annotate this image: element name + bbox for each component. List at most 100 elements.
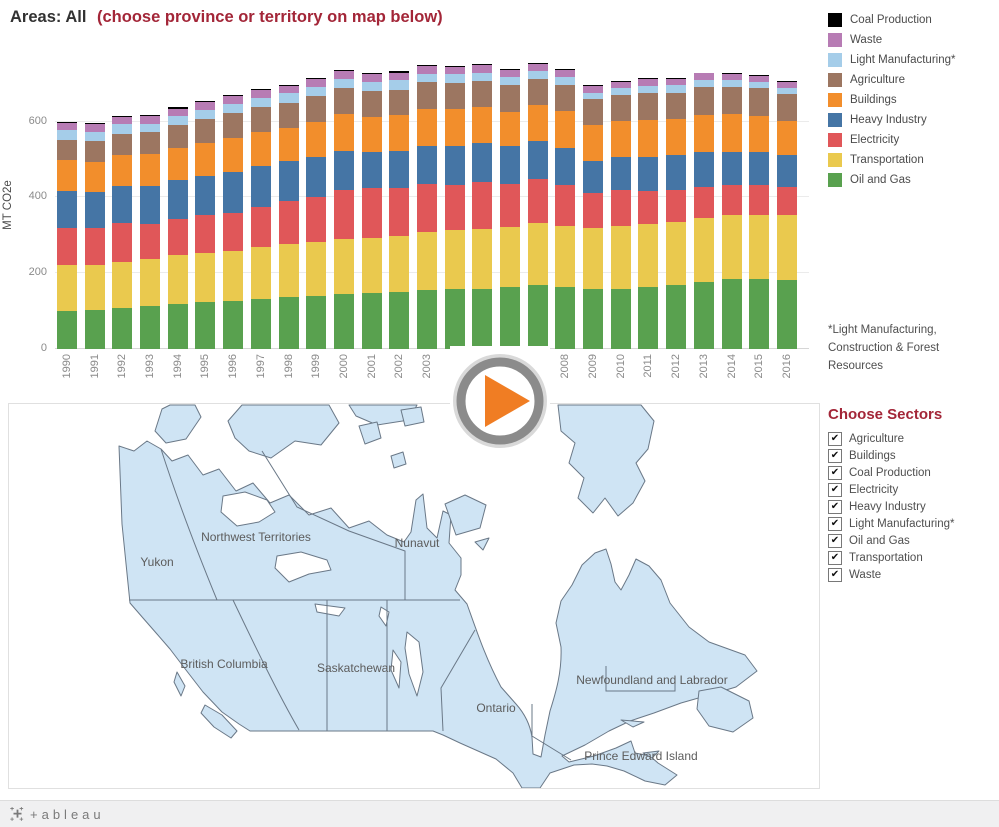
bar-2013[interactable]: 2013	[693, 72, 714, 378]
bar-2014[interactable]: 2014	[721, 73, 742, 378]
bar-segment[interactable]	[444, 289, 465, 349]
bar-segment[interactable]	[389, 115, 410, 151]
bar-segment[interactable]	[527, 62, 548, 64]
bar-segment[interactable]	[195, 252, 216, 303]
bar-segment[interactable]	[333, 189, 354, 239]
bar-segment[interactable]	[472, 289, 493, 349]
bar-segment[interactable]	[223, 213, 244, 251]
bar-segment[interactable]	[250, 97, 271, 107]
bar-segment[interactable]	[112, 116, 133, 118]
bar-segment[interactable]	[444, 185, 465, 230]
bar-segment[interactable]	[666, 221, 687, 285]
bar-segment[interactable]	[583, 84, 604, 86]
bar-segment[interactable]	[527, 105, 548, 142]
bar-segment[interactable]	[527, 222, 548, 286]
bar-segment[interactable]	[306, 241, 327, 297]
bar-segment[interactable]	[112, 124, 133, 134]
bar-segment[interactable]	[361, 73, 382, 75]
bar-segment[interactable]	[721, 151, 742, 186]
legend-item[interactable]: Waste	[828, 30, 998, 50]
bar-segment[interactable]	[333, 293, 354, 349]
bar-segment[interactable]	[278, 85, 299, 94]
bar-segment[interactable]	[333, 71, 354, 79]
bar-segment[interactable]	[306, 122, 327, 157]
checkbox[interactable]: ✔	[828, 550, 842, 565]
bar-segment[interactable]	[195, 109, 216, 119]
bar-segment[interactable]	[472, 72, 493, 81]
bar-segment[interactable]	[749, 152, 770, 185]
bar-segment[interactable]	[195, 100, 216, 103]
bar-segment[interactable]	[527, 63, 548, 71]
play-animation-button[interactable]	[450, 346, 550, 455]
bar-segment[interactable]	[306, 197, 327, 242]
bar-2001[interactable]: 2001	[361, 73, 382, 378]
bar-segment[interactable]	[195, 302, 216, 349]
bar-1992[interactable]: 1992	[112, 116, 133, 378]
bar-segment[interactable]	[361, 237, 382, 293]
bar-segment[interactable]	[223, 172, 244, 214]
bar-segment[interactable]	[57, 190, 77, 229]
bar-segment[interactable]	[583, 160, 604, 193]
bar-1997[interactable]: 1997	[250, 88, 271, 378]
bar-segment[interactable]	[195, 142, 216, 176]
bar-segment[interactable]	[140, 116, 161, 124]
bar-segment[interactable]	[416, 74, 437, 83]
bar-segment[interactable]	[223, 113, 244, 138]
bar-segment[interactable]	[333, 114, 354, 151]
sector-checkbox-row[interactable]: ✔ Light Manufacturing*	[828, 515, 998, 532]
bar-segment[interactable]	[527, 285, 548, 349]
bar-segment[interactable]	[721, 87, 742, 115]
bar-segment[interactable]	[416, 108, 437, 146]
bar-2002[interactable]: 2002	[389, 71, 410, 378]
bar-segment[interactable]	[472, 181, 493, 229]
sector-checkbox-row[interactable]: ✔ Agriculture	[828, 430, 998, 447]
bar-segment[interactable]	[444, 109, 465, 146]
bar-segment[interactable]	[444, 65, 465, 67]
bar-segment[interactable]	[250, 88, 271, 90]
bar-segment[interactable]	[583, 125, 604, 161]
map-region-melville-island[interactable]	[348, 404, 418, 426]
bar-segment[interactable]	[57, 264, 77, 311]
bar-segment[interactable]	[361, 74, 382, 83]
map-region-vancouver-island[interactable]	[200, 704, 238, 739]
bar-segment[interactable]	[278, 297, 299, 349]
bar-segment[interactable]	[333, 150, 354, 190]
bar-segment[interactable]	[140, 132, 161, 155]
bar-segment[interactable]	[500, 146, 521, 184]
bar-segment[interactable]	[776, 121, 797, 155]
bar-segment[interactable]	[472, 65, 493, 73]
bar-segment[interactable]	[776, 82, 797, 88]
bar-segment[interactable]	[610, 95, 631, 122]
bar-segment[interactable]	[721, 73, 742, 75]
bar-segment[interactable]	[361, 188, 382, 238]
map-region-banks-island[interactable]	[154, 404, 202, 444]
bar-segment[interactable]	[776, 186, 797, 215]
bar-segment[interactable]	[500, 68, 521, 70]
bar-segment[interactable]	[84, 161, 105, 192]
bar-segment[interactable]	[112, 261, 133, 308]
bar-segment[interactable]	[278, 200, 299, 245]
bar-1999[interactable]: 1999	[306, 77, 327, 378]
bar-segment[interactable]	[167, 125, 188, 149]
bar-segment[interactable]	[389, 292, 410, 349]
bar-segment[interactable]	[555, 84, 576, 112]
legend-item[interactable]: Electricity	[828, 130, 998, 150]
bar-segment[interactable]	[749, 115, 770, 153]
bar-segment[interactable]	[84, 228, 105, 265]
bar-segment[interactable]	[500, 183, 521, 227]
bar-segment[interactable]	[666, 92, 687, 120]
map-region-somerset-island[interactable]	[400, 406, 425, 427]
bar-segment[interactable]	[776, 94, 797, 122]
bar-segment[interactable]	[527, 71, 548, 79]
checkbox[interactable]: ✔	[828, 448, 842, 463]
legend-item[interactable]: Transportation	[828, 150, 998, 170]
bar-segment[interactable]	[666, 77, 687, 79]
bar-segment[interactable]	[555, 225, 576, 288]
bar-segment[interactable]	[693, 186, 714, 218]
checkbox[interactable]: ✔	[828, 482, 842, 497]
bar-segment[interactable]	[140, 306, 161, 349]
bar-segment[interactable]	[776, 279, 797, 349]
bar-segment[interactable]	[306, 77, 327, 79]
bar-segment[interactable]	[167, 303, 188, 349]
